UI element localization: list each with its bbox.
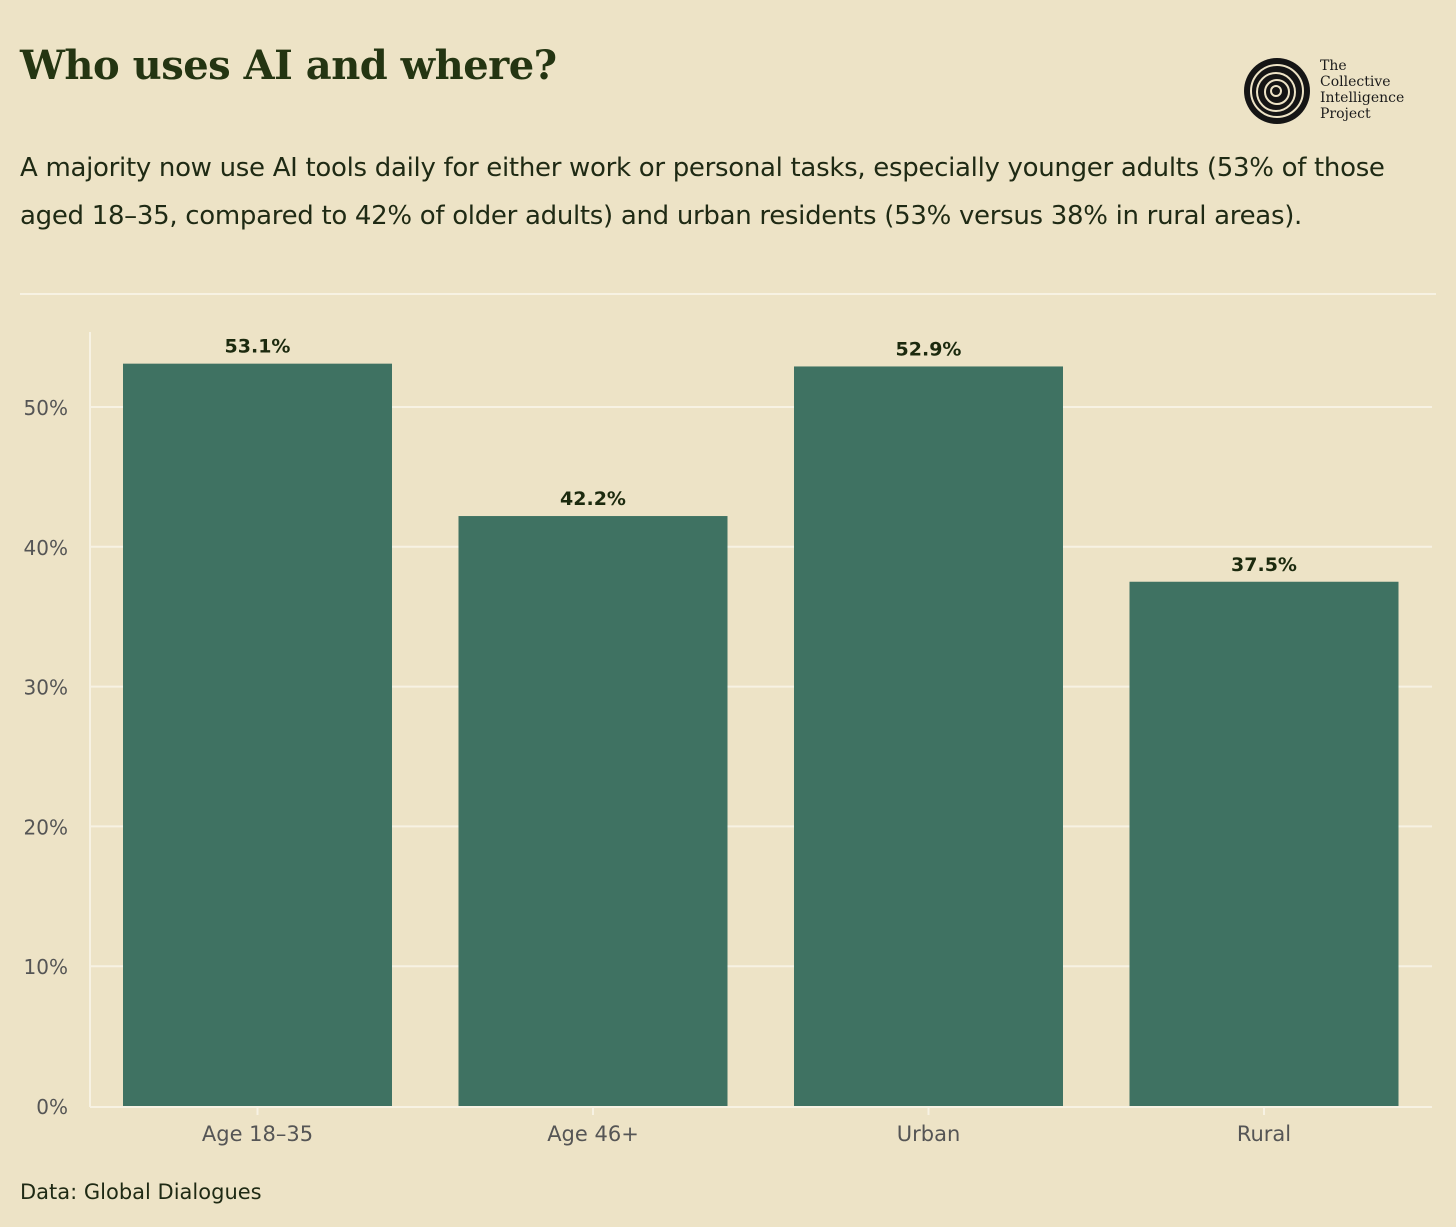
logo-wordmark: The Collective Intelligence Project <box>1320 58 1404 122</box>
y-tick-label: 40% <box>24 536 68 560</box>
bar <box>123 363 392 1106</box>
data-label: 37.5% <box>1231 554 1297 576</box>
x-tick-label: Urban <box>897 1122 961 1146</box>
logo-line: The <box>1320 58 1347 74</box>
logo-line: Collective <box>1320 74 1391 90</box>
header-divider <box>20 293 1436 295</box>
y-tick-label: 0% <box>36 1095 68 1119</box>
x-tick-label: Age 18–35 <box>202 1122 313 1146</box>
y-tick-label: 30% <box>24 676 68 700</box>
tree-ring-icon <box>1244 58 1310 124</box>
y-tick-label: 10% <box>24 955 68 979</box>
logo-line: Intelligence <box>1320 90 1405 106</box>
bar <box>1129 581 1399 1106</box>
y-tick-label: 50% <box>24 396 68 420</box>
chart-title: Who uses AI and where? <box>20 42 557 89</box>
x-tick-label: Age 46+ <box>547 1122 639 1146</box>
x-tick-label: Rural <box>1237 1122 1291 1146</box>
data-label: 53.1% <box>225 336 291 358</box>
data-label: 52.9% <box>896 338 962 360</box>
bar <box>458 516 728 1106</box>
data-source: Data: Global Dialogues <box>20 1180 262 1204</box>
bar <box>794 366 1063 1106</box>
data-label: 42.2% <box>560 488 626 510</box>
y-tick-label: 20% <box>24 815 68 839</box>
chart-subtitle: A majority now use AI tools daily for ei… <box>20 153 1385 231</box>
logo-line: Project <box>1320 106 1371 122</box>
